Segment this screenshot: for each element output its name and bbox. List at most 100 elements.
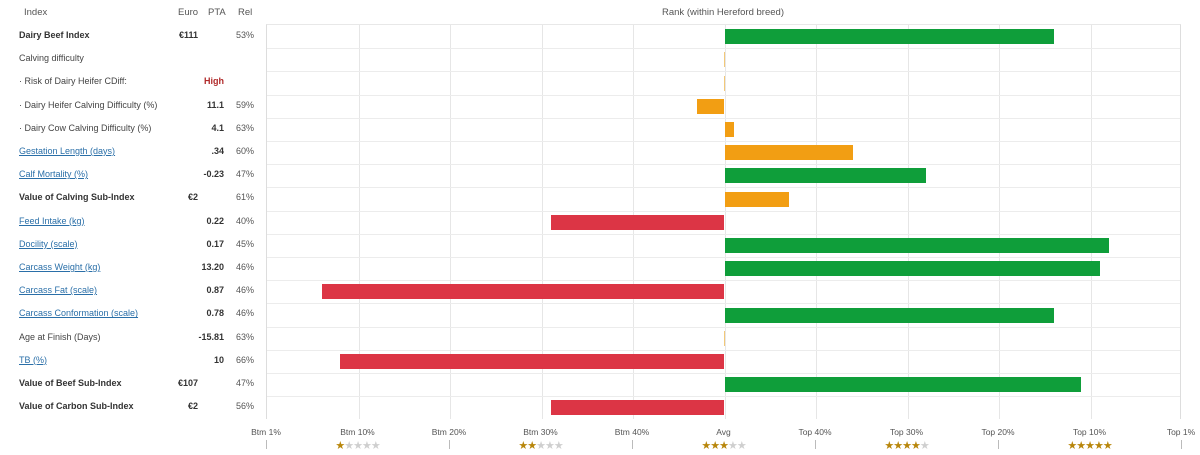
row-euro: €2	[187, 401, 198, 412]
table-row: Value of Carbon Sub-Index €2 56%	[0, 395, 266, 418]
axis-tick-label: Top 20%	[981, 427, 1015, 437]
row-pta: 0.17	[206, 238, 224, 249]
table-row: Value of Calving Sub-Index €2 61%	[0, 186, 266, 209]
axis-tick-label: Top 1%	[1166, 427, 1196, 437]
rank-bar	[550, 400, 725, 416]
star-icon: ★	[1093, 440, 1104, 452]
header-pta: PTA	[208, 7, 226, 18]
rank-bar	[724, 52, 725, 68]
rank-bar	[724, 168, 926, 184]
axis-tick-label: Btm 1%	[251, 427, 281, 437]
star-icon: ★	[910, 440, 921, 452]
row-label: Calving difficulty	[19, 53, 84, 64]
star-icon: ★	[1102, 440, 1113, 452]
grid-line	[267, 373, 1180, 374]
row-label[interactable]: TB (%)	[19, 354, 47, 365]
grid-line	[541, 25, 543, 419]
grid-line	[267, 141, 1180, 142]
row-rel: 63%	[236, 122, 255, 133]
row-pta: 0.87	[206, 285, 224, 296]
row-pta: 0.78	[206, 308, 224, 319]
row-rel: 46%	[236, 308, 255, 319]
table-row: Feed Intake (kg) 0.22 40%	[0, 210, 266, 233]
axis-tick-label: Top 30%	[889, 427, 924, 437]
table-row: Dairy Beef Index €111 53%	[0, 24, 266, 47]
axis-tick	[1181, 440, 1182, 449]
row-label: Value of Calving Sub-Index	[19, 192, 135, 203]
star-icon: ★	[710, 440, 720, 452]
row-pta: -0.23	[203, 169, 224, 180]
star-icon: ★	[335, 440, 345, 452]
row-label[interactable]: Docility (scale)	[19, 238, 78, 249]
grid-line	[267, 303, 1180, 305]
row-rel: 56%	[236, 401, 255, 412]
axis-tick	[449, 440, 450, 449]
rank-bar	[724, 377, 1082, 393]
axis-tick-label: Btm 30%	[523, 427, 558, 437]
star-icon: ★	[553, 440, 564, 452]
row-pta: 0.22	[206, 215, 224, 226]
rank-bar	[724, 191, 789, 207]
grid-line	[267, 396, 1180, 398]
star-icon: ★	[353, 440, 363, 452]
star-rating: ★★★★★	[518, 439, 564, 452]
table-row: Carcass Weight (kg) 13.20 46%	[0, 256, 266, 279]
star-icon: ★	[902, 440, 912, 452]
chart-title: Rank (within Hereford breed)	[662, 7, 784, 18]
row-rel: 63%	[236, 331, 255, 342]
row-label[interactable]: Carcass Conformation (scale)	[19, 308, 139, 319]
star-icon: ★	[536, 440, 546, 452]
rank-bar	[321, 284, 725, 300]
row-label[interactable]: Feed Intake (kg)	[19, 215, 85, 226]
grid-line	[816, 25, 817, 419]
star-icon: ★	[361, 440, 372, 452]
row-label[interactable]: Carcass Weight (kg)	[19, 262, 101, 272]
star-icon: ★	[1085, 440, 1095, 452]
row-pta: 4.1	[211, 122, 224, 133]
grid-line	[267, 94, 1180, 96]
row-pta: High	[204, 76, 224, 87]
axis-tick-label: Avg	[716, 427, 731, 437]
grid-line	[267, 48, 1180, 50]
row-label[interactable]: Gestation Length (days)	[19, 146, 116, 156]
rank-bar	[724, 261, 1100, 277]
header-index: Index	[24, 7, 48, 18]
star-icon: ★	[719, 440, 729, 452]
grid-line	[267, 326, 1180, 328]
star-rating: ★★★★★	[1067, 439, 1113, 452]
table-row: Calving difficulty	[0, 47, 266, 70]
axis-tick	[998, 440, 999, 449]
axis-tick-label: Btm 10%	[340, 427, 375, 437]
axis-tick	[815, 440, 816, 449]
star-icon: ★	[544, 440, 555, 452]
axis-tick	[632, 440, 633, 449]
rank-bar	[724, 330, 725, 346]
grid-line	[267, 349, 1180, 351]
row-label[interactable]: Calf Mortality (%)	[19, 169, 89, 180]
star-icon: ★	[736, 440, 747, 452]
grid-line	[1090, 25, 1092, 419]
table-row: Docility (scale) 0.17 45%	[0, 233, 266, 256]
table-row: TB (%) 10 66%	[0, 349, 266, 372]
star-icon: ★	[527, 440, 537, 452]
row-pta: 11.1	[206, 99, 224, 110]
row-label: Value of Carbon Sub-Index	[19, 401, 134, 412]
row-euro: €107	[177, 378, 198, 388]
rank-bar	[724, 29, 1054, 45]
row-rel: 46%	[236, 262, 255, 272]
row-rel: 60%	[236, 146, 255, 156]
rank-bar	[340, 353, 725, 369]
table-row: Value of Beef Sub-Index €107 47%	[0, 372, 266, 395]
table-row: Gestation Length (days) .34 60%	[0, 140, 266, 163]
axis-tick-label: Top 40%	[798, 427, 832, 437]
table-row: Carcass Fat (scale) 0.87 46%	[0, 279, 266, 302]
star-icon: ★	[893, 440, 903, 452]
row-rel: 61%	[236, 192, 255, 203]
table-row: · Dairy Cow Calving Difficulty (%) 4.1 63%	[0, 117, 266, 140]
grid-line	[358, 25, 360, 419]
rank-bar	[550, 214, 725, 230]
star-icon: ★	[701, 440, 711, 452]
rank-bar	[724, 75, 725, 91]
row-label[interactable]: Carcass Fat (scale)	[19, 285, 98, 296]
star-icon: ★	[884, 440, 894, 452]
